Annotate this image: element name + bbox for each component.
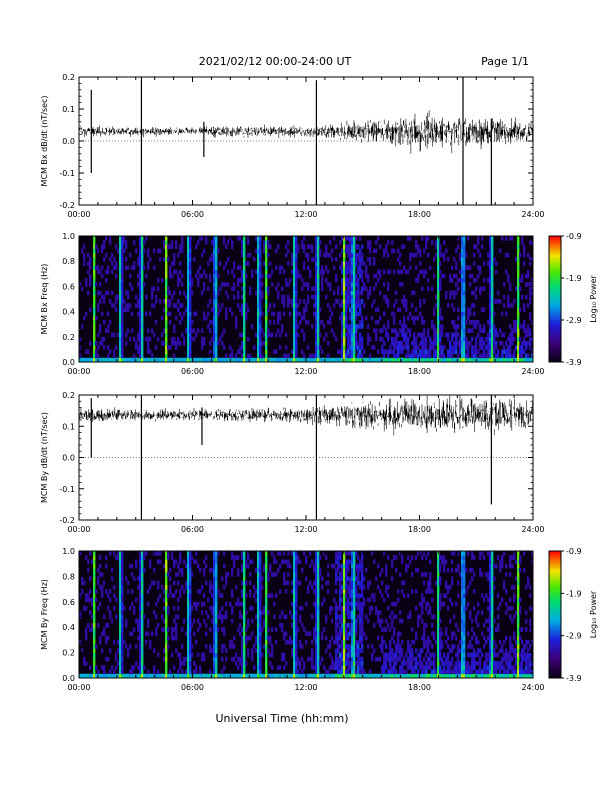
- colorbar-frame: [548, 550, 562, 679]
- y-tick-label: 1.0: [62, 547, 75, 556]
- y-axis-label: MCM By Freq (Hz): [40, 579, 49, 650]
- x-tick-label: 06:00: [181, 683, 204, 692]
- y-tick-label: 0.2: [62, 649, 75, 658]
- y-tick-label: -0.1: [59, 169, 75, 178]
- y-tick-label: 0.2: [62, 73, 75, 82]
- y-tick-label: 0.2: [62, 333, 75, 342]
- y-tick-label: 1.0: [62, 232, 75, 241]
- x-tick-label: 06:00: [181, 367, 204, 376]
- page-indicator: Page 1/1: [481, 55, 529, 68]
- colorbar-tick-label: -3.9: [566, 358, 582, 367]
- colorbar-tick-label: -3.9: [566, 674, 582, 683]
- y-tick-label: 0.4: [62, 308, 75, 317]
- panel-by-spectrogram: -0.9 -1.9 -2.9 -3.9 Log₁₀ Power 00:00 06:00 12:…: [40, 547, 598, 692]
- panel-bx-spectrogram: -0.9 -1.9 -2.9 -3.9 Log₁₀ Power 00:00 06:00 12:…: [40, 232, 598, 376]
- colorbar: -0.9 -1.9 -2.9 -3.9 Log₁₀ Power: [548, 232, 598, 367]
- colorbar-tick-label: -2.9: [566, 316, 582, 325]
- y-tick-label: 0.0: [62, 358, 75, 367]
- y-tick-label: 0.0: [62, 137, 75, 146]
- y-tick-label: 0.8: [62, 572, 75, 581]
- y-tick-label: 0.8: [62, 257, 75, 266]
- colorbar-tick-label: -1.9: [566, 274, 582, 283]
- y-axis-label: MCM Bx Freq (Hz): [40, 264, 49, 335]
- panel-bx-timeseries: 00:00 06:00 12:00 18:00 24:00 -0.2 -0.1 0.0 0.1 0…: [40, 73, 545, 219]
- y-axis-label: MCM By dB/dt (nT/sec): [40, 412, 49, 503]
- x-tick-label: 00:00: [67, 367, 90, 376]
- x-tick-label: 00:00: [67, 210, 90, 219]
- colorbar-tick-label: -0.9: [566, 232, 582, 241]
- colorbar-tick-label: -0.9: [566, 547, 582, 556]
- x-tick-label: 12:00: [294, 210, 317, 219]
- plot-frame: [78, 76, 534, 206]
- y-tick-label: 0.4: [62, 623, 75, 632]
- panel-by-timeseries: 00:00 06:00 12:00 18:00 24:00 -0.2 -0.1 0.0 0.1 0…: [40, 391, 545, 534]
- x-tick-label: 24:00: [521, 683, 544, 692]
- spectrogram-cells: [79, 551, 534, 679]
- x-tick-label: 24:00: [521, 210, 544, 219]
- x-axis-label: Universal Time (hh:mm): [216, 712, 349, 725]
- y-tick-label: -0.2: [59, 516, 75, 525]
- spectrogram-cells: [79, 236, 534, 363]
- figure-title: 2021/02/12 00:00-24:00 UT: [199, 55, 352, 68]
- x-tick-label: 18:00: [408, 683, 431, 692]
- y-tick-label: 0.2: [62, 391, 75, 400]
- y-tick-label: 0.0: [62, 674, 75, 683]
- series-line: [78, 110, 534, 154]
- x-tick-label: 00:00: [67, 683, 90, 692]
- y-tick-label: -0.1: [59, 485, 75, 494]
- colorbar: -0.9 -1.9 -2.9 -3.9 Log₁₀ Power: [548, 547, 598, 683]
- y-tick-label: 0.0: [62, 454, 75, 463]
- y-tick-label: 0.1: [62, 105, 75, 114]
- y-tick-label: 0.6: [62, 598, 75, 607]
- x-tick-label: 06:00: [181, 210, 204, 219]
- colorbar-label: Log₁₀ Power: [589, 275, 598, 323]
- x-tick-label: 12:00: [294, 683, 317, 692]
- x-tick-label: 18:00: [408, 525, 431, 534]
- y-tick-label: 0.1: [62, 422, 75, 431]
- x-tick-label: 18:00: [408, 367, 431, 376]
- series-line: [78, 395, 534, 436]
- x-tick-label: 18:00: [408, 210, 431, 219]
- y-axis-label: MCM Bx dB/dt (nT/sec): [40, 95, 49, 186]
- colorbar-tick-label: -2.9: [566, 632, 582, 641]
- x-tick-label: 12:00: [294, 367, 317, 376]
- colorbar-tick-label: -1.9: [566, 589, 582, 598]
- x-tick-label: 00:00: [67, 525, 90, 534]
- y-tick-label: -0.2: [59, 201, 75, 210]
- y-tick-label: 0.6: [62, 282, 75, 291]
- x-tick-label: 24:00: [521, 367, 544, 376]
- x-tick-label: 06:00: [181, 525, 204, 534]
- colorbar-label: Log₁₀ Power: [589, 590, 598, 638]
- colorbar-frame: [548, 235, 562, 363]
- x-tick-label: 12:00: [294, 525, 317, 534]
- x-tick-label: 24:00: [521, 525, 544, 534]
